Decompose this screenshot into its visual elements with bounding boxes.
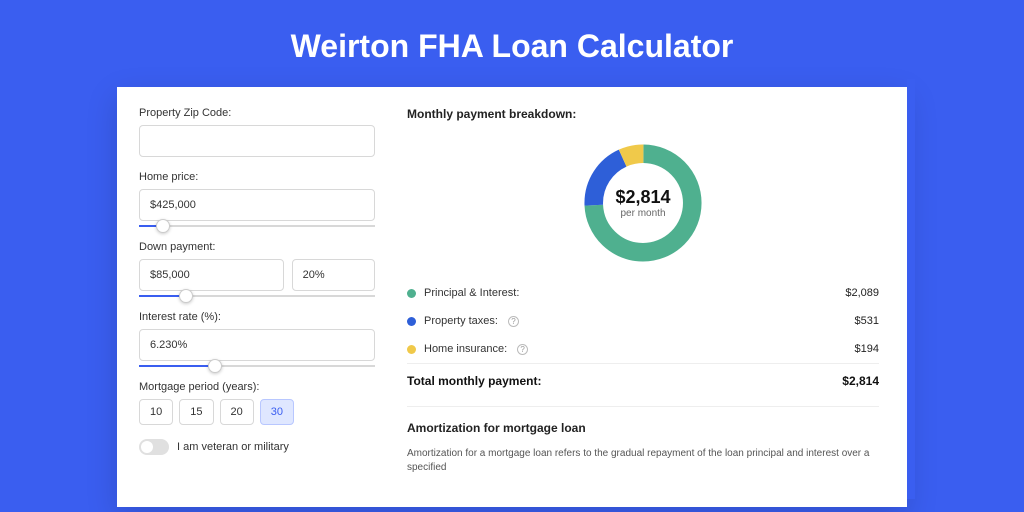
legend-value: $531: [855, 315, 879, 327]
legend-label: Principal & Interest:: [424, 287, 519, 299]
page-title: Weirton FHA Loan Calculator: [0, 0, 1024, 87]
legend-row: Home insurance:? $194: [407, 335, 879, 363]
breakdown-title: Monthly payment breakdown:: [407, 107, 879, 121]
down-label: Down payment:: [139, 241, 375, 253]
veteran-toggle-knob: [141, 441, 153, 453]
down-slider[interactable]: [139, 295, 375, 297]
rate-label: Interest rate (%):: [139, 311, 375, 323]
total-row: Total monthly payment: $2,814: [407, 363, 879, 398]
zip-field: Property Zip Code:: [139, 107, 375, 157]
veteran-label: I am veteran or military: [177, 441, 289, 453]
legend-row: Property taxes:? $531: [407, 307, 879, 335]
veteran-toggle[interactable]: [139, 439, 169, 455]
rate-input[interactable]: [139, 329, 375, 361]
amortization-title: Amortization for mortgage loan: [407, 421, 879, 435]
donut-chart: $2,814 per month: [407, 133, 879, 273]
info-icon[interactable]: ?: [517, 344, 528, 355]
legend-label: Property taxes:: [424, 315, 498, 327]
donut-center: $2,814 per month: [615, 187, 670, 219]
donut-sub: per month: [615, 208, 670, 219]
price-field: Home price:: [139, 171, 375, 227]
zip-input[interactable]: [139, 125, 375, 157]
down-field: Down payment:: [139, 241, 375, 297]
price-slider-thumb[interactable]: [156, 219, 170, 233]
period-btn-30[interactable]: 30: [260, 399, 294, 425]
legend: Principal & Interest: $2,089 Property taxe…: [407, 279, 879, 363]
rate-slider-thumb[interactable]: [208, 359, 222, 373]
price-label: Home price:: [139, 171, 375, 183]
legend-row: Principal & Interest: $2,089: [407, 279, 879, 307]
legend-label: Home insurance:: [424, 343, 507, 355]
down-pct-input[interactable]: [292, 259, 375, 291]
rate-slider[interactable]: [139, 365, 375, 367]
period-label: Mortgage period (years):: [139, 381, 375, 393]
price-slider[interactable]: [139, 225, 375, 227]
period-field: Mortgage period (years): 1015 2030: [139, 381, 375, 425]
price-input[interactable]: [139, 189, 375, 221]
legend-value: $194: [855, 343, 879, 355]
legend-dot: [407, 317, 416, 326]
legend-dot: [407, 345, 416, 354]
amortization-text: Amortization for a mortgage loan refers …: [407, 447, 879, 475]
info-icon[interactable]: ?: [508, 316, 519, 327]
veteran-row: I am veteran or military: [139, 439, 375, 455]
period-btn-20[interactable]: 20: [220, 399, 254, 425]
period-btn-10[interactable]: 10: [139, 399, 173, 425]
down-amount-input[interactable]: [139, 259, 284, 291]
calculator-card: Property Zip Code: Home price: Down paym…: [117, 87, 907, 507]
zip-label: Property Zip Code:: [139, 107, 375, 119]
breakdown-column: Monthly payment breakdown: $2,814 per mo…: [397, 87, 907, 507]
period-options: 1015 2030: [139, 399, 375, 425]
legend-dot: [407, 289, 416, 298]
total-label: Total monthly payment:: [407, 374, 541, 388]
donut-amount: $2,814: [615, 187, 670, 208]
period-btn-15[interactable]: 15: [179, 399, 213, 425]
rate-field: Interest rate (%):: [139, 311, 375, 367]
legend-value: $2,089: [845, 287, 879, 299]
down-slider-thumb[interactable]: [179, 289, 193, 303]
inputs-column: Property Zip Code: Home price: Down paym…: [117, 87, 397, 507]
amortization-block: Amortization for mortgage loan Amortizat…: [407, 406, 879, 475]
total-value: $2,814: [842, 374, 879, 388]
